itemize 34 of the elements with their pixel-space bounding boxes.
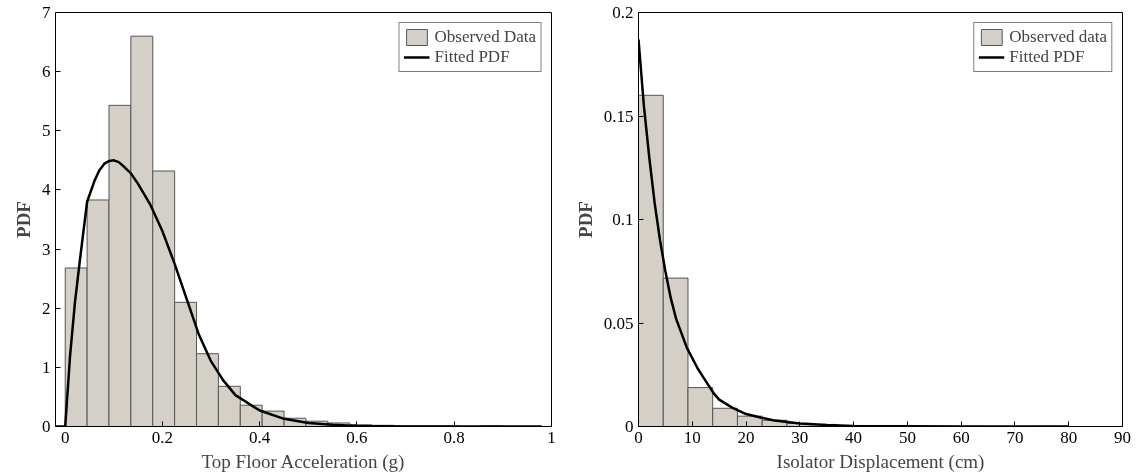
- y-axis-title: PDF: [13, 201, 34, 238]
- y-tick-label: 5: [42, 121, 51, 141]
- x-tick-label: 0.8: [443, 427, 465, 447]
- x-tick-label: 0.4: [249, 427, 271, 447]
- x-tick-label: 10: [683, 427, 701, 447]
- x-tick-label: 0.6: [346, 427, 368, 447]
- x-tick-label: 50: [898, 427, 916, 447]
- x-tick-label: 70: [1006, 427, 1024, 447]
- x-tick-label: 60: [952, 427, 970, 447]
- y-tick-label: 0.15: [603, 106, 634, 126]
- y-tick-label: 3: [42, 239, 51, 259]
- y-tick-label: 4: [42, 180, 51, 200]
- x-axis-title: Isolator Displacement (cm): [776, 450, 985, 473]
- x-tick-label: 20: [737, 427, 755, 447]
- x-tick-label: 90: [1114, 427, 1131, 447]
- x-tick-label: 1: [547, 427, 556, 447]
- y-tick-label: 7: [42, 3, 51, 22]
- x-tick-label: 40: [845, 427, 863, 447]
- x-tick-label: 0: [60, 427, 70, 447]
- y-tick-label: 1: [42, 357, 51, 377]
- y-tick-label: 0.05: [603, 313, 634, 333]
- y-tick-label: 0.2: [612, 3, 634, 22]
- legend-label: Fitted PDF: [1009, 47, 1085, 67]
- x-tick-label: 0.2: [151, 427, 174, 447]
- x-tick-label: 30: [791, 427, 809, 447]
- x-axis-title: Top Floor Acceleration (g): [201, 450, 405, 473]
- legend-label: Observed Data: [434, 27, 536, 47]
- y-tick-label: 2: [42, 298, 51, 318]
- y-axis-title: PDF: [574, 201, 596, 238]
- x-tick-label: 80: [1060, 427, 1078, 447]
- legend-label: Observed data: [1009, 27, 1107, 47]
- y-tick-label: 6: [42, 62, 51, 82]
- legend-label: Fitted PDF: [434, 47, 510, 67]
- y-tick-label: 0.1: [612, 210, 634, 229]
